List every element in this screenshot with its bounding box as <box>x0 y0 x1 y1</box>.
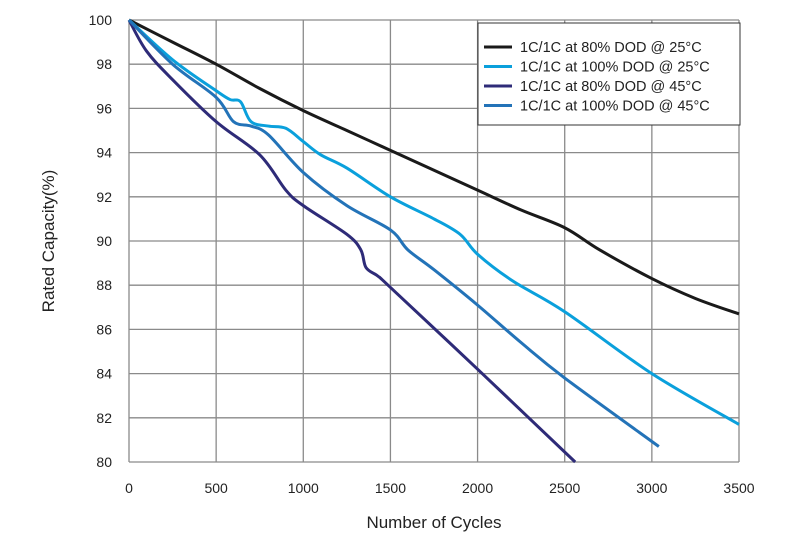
legend: 1C/1C at 80% DOD @ 25°C 1C/1C at 100% DOD… <box>477 22 741 126</box>
legend-label: 1C/1C at 80% DOD @ 25°C <box>520 40 702 56</box>
y-tick-label: 86 <box>96 321 112 337</box>
x-tick-label: 0 <box>125 480 133 496</box>
y-tick-label: 80 <box>96 454 112 470</box>
x-tick-label: 2500 <box>549 480 580 496</box>
legend-label: 1C/1C at 100% DOD @ 45°C <box>520 99 710 115</box>
y-axis-label: Rated Capacity(%) <box>39 170 58 313</box>
y-tick-label: 90 <box>96 233 112 249</box>
y-tick-label: 92 <box>96 189 112 205</box>
series-line-1 <box>128 18 740 316</box>
series-line-4 <box>127 18 660 448</box>
y-tick-label: 94 <box>96 145 112 161</box>
series-line-3 <box>127 19 577 464</box>
x-tick-label: 500 <box>204 480 228 496</box>
x-tick-label: 1500 <box>375 480 406 496</box>
x-tick-label: 3500 <box>723 480 754 496</box>
y-tick-label: 88 <box>96 277 112 293</box>
x-tick-label: 1000 <box>288 480 319 496</box>
legend-label: 1C/1C at 100% DOD @ 25°C <box>520 60 710 76</box>
legend-label: 1C/1C at 80% DOD @ 45°C <box>520 79 702 95</box>
y-tick-label: 100 <box>89 12 113 28</box>
x-tick-label: 2000 <box>462 480 493 496</box>
x-axis-label: Number of Cycles <box>366 513 501 532</box>
series-lines <box>127 18 740 464</box>
y-tick-label: 82 <box>96 410 112 426</box>
y-tick-label: 96 <box>96 100 112 116</box>
series-line-2 <box>127 18 740 426</box>
y-tick-label: 84 <box>96 366 112 382</box>
x-tick-label: 3000 <box>636 480 667 496</box>
tick-labels: 0 500 1000 1500 2000 2500 3000 3500 80 82 84 86 88 90… <box>89 12 755 496</box>
y-tick-label: 98 <box>96 56 112 72</box>
